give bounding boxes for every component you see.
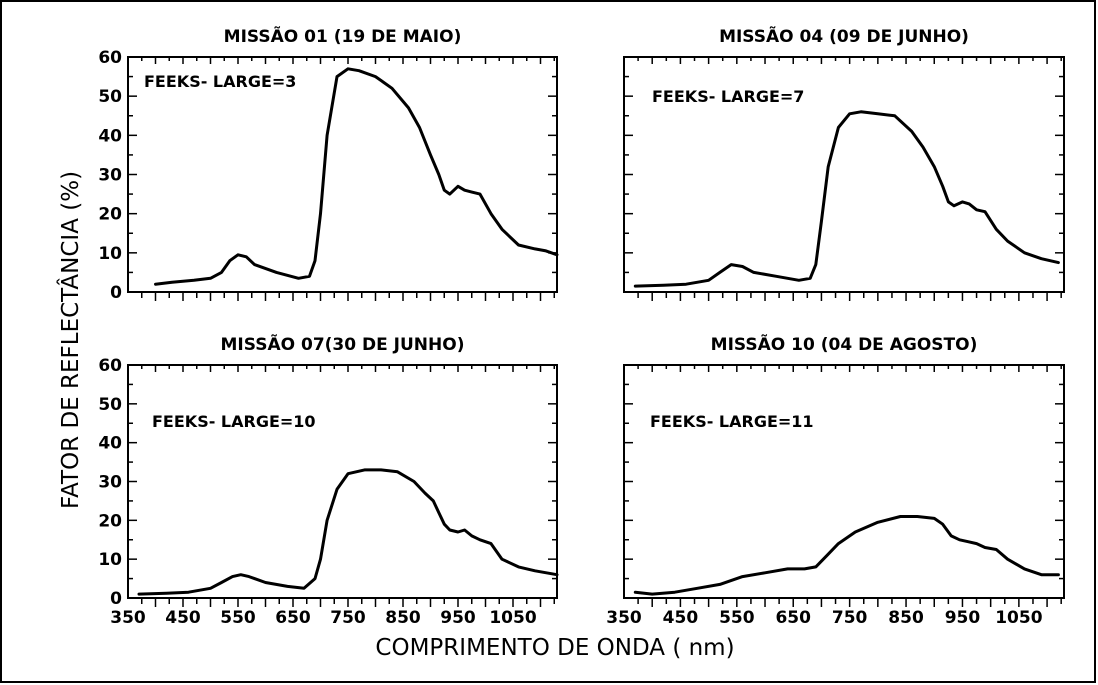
panel-title-3: MISSÃO 07(30 DE JUNHO) [221,332,465,355]
y-tick-label: 40 [98,434,122,454]
reflectance-curve-2 [633,110,1060,288]
panel-title-2: MISSÃO 04 (09 DE JUNHO) [719,24,969,47]
chart-panel-1: 0 10 20 30 40 50 60 MISSÃO 01 (19 DE MAIO) FEEKS… [98,24,559,303]
x-tick-label: 650 [275,608,311,628]
y-tick-label: 30 [98,473,122,493]
y-tick-label: 0 [110,283,122,303]
y-axis-label: FATOR DE REFLECTÂNCIA (%) [56,171,84,509]
x-tick-label: 550 [220,608,256,628]
y-tick-label: 60 [98,356,122,376]
y-tick-label: 40 [98,126,122,146]
y-tick-label: 20 [98,205,122,225]
y-tick-label: 10 [98,244,122,264]
x-tick-label: 650 [775,608,811,628]
panel-annotation-2: FEEKS- LARGE=7 [652,87,804,106]
x-tick-label: 850 [385,608,421,628]
panel-title-1: MISSÃO 01 (19 DE MAIO) [224,24,462,47]
chart-panel-4: 350 450 550 650 750 850 950 1050 MISSÃO 10 (04 D… [606,332,1065,628]
y-tick-label: 50 [98,87,122,107]
panel-title-4: MISSÃO 10 (04 DE AGOSTO) [711,332,978,355]
reflectance-curve-3 [137,468,559,596]
x-axis-label: COMPRIMENTO DE ONDA ( nm) [375,635,734,661]
y-tick-label: 10 [98,550,122,570]
x-tick-label: 550 [719,608,755,628]
x-tick-label: 1050 [489,608,536,628]
x-tick-label: 750 [832,608,868,628]
y-tick-label: 60 [98,48,122,68]
x-tick-label: 450 [165,608,201,628]
x-tick-label: 350 [606,608,642,628]
panel-annotation-4: FEEKS- LARGE=11 [650,412,814,431]
x-tick-label: 950 [440,608,476,628]
y-tick-label: 50 [98,395,122,415]
y-tick-label: 30 [98,166,122,186]
x-tick-label: 750 [330,608,366,628]
y-tick-label: 0 [110,589,122,609]
y-tick-label: 20 [98,511,122,531]
chart-panel-2: MISSÃO 04 (09 DE JUNHO) FEEKS- LARGE=7 [623,24,1065,301]
reflectance-curve-1 [154,67,559,286]
panel-annotation-1: FEEKS- LARGE=3 [144,72,296,91]
chart-panel-3: 0 10 20 30 40 50 60 350 450 550 650 750 850 950 1050 MI… [98,332,559,628]
panel-annotation-3: FEEKS- LARGE=10 [152,412,316,431]
x-tick-label: 350 [110,608,146,628]
x-tick-label: 950 [945,608,981,628]
x-tick-label: 450 [663,608,699,628]
x-tick-label: 850 [888,608,924,628]
reflectance-curve-4 [633,515,1060,596]
x-tick-label: 1050 [995,608,1042,628]
